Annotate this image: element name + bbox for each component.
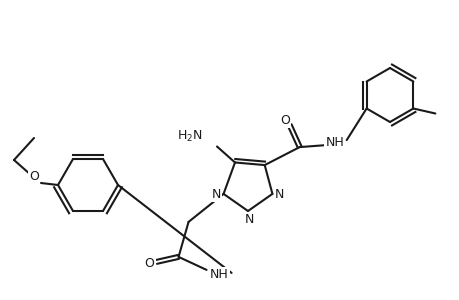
- Text: NH: NH: [325, 136, 343, 148]
- Text: N: N: [212, 188, 221, 201]
- Text: H$_2$N: H$_2$N: [177, 129, 202, 144]
- Text: O: O: [29, 170, 39, 184]
- Text: O: O: [279, 114, 289, 127]
- Text: N: N: [244, 214, 253, 226]
- Text: NH: NH: [210, 268, 229, 281]
- Text: O: O: [144, 257, 154, 270]
- Text: N: N: [274, 188, 284, 201]
